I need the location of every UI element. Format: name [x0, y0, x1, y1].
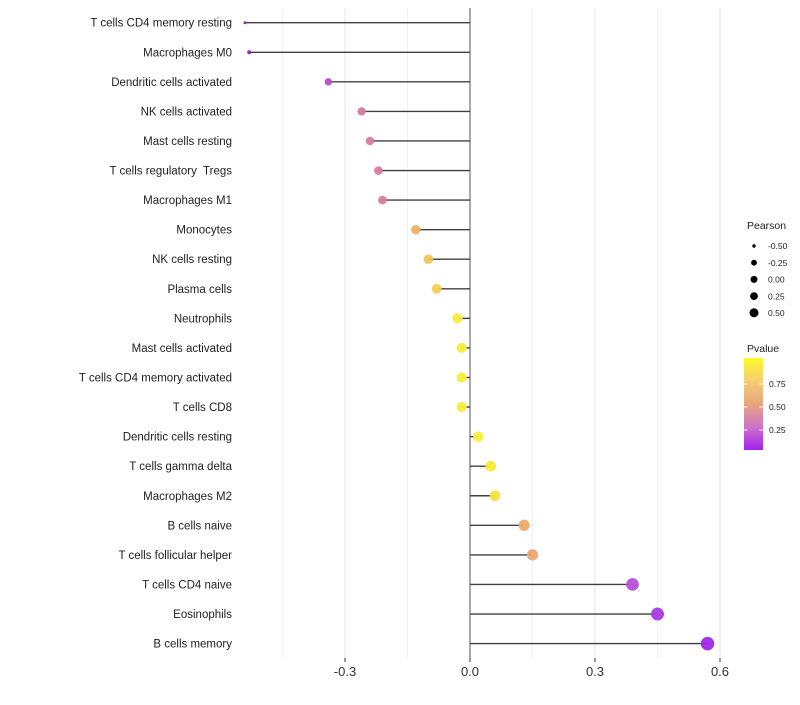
legend-pearson-size-items: -0.50 -0.25 0.00 0.25 0.50	[749, 241, 788, 318]
legend-size-dot	[750, 292, 758, 300]
legend: Pearson -0.50 -0.25 0.00 0.25 0.50 Pvalue 0.…	[744, 220, 788, 450]
cell-type-label: Mast cells resting	[143, 136, 232, 148]
lollipop-dot	[489, 490, 501, 502]
legend-pearson-title: Pearson	[747, 220, 786, 232]
lollipop-dot	[700, 636, 715, 651]
cell-type-label: Plasma cells	[167, 284, 232, 296]
x-tick-label: 0.0	[461, 664, 479, 679]
cell-type-label: T cells CD8	[173, 402, 232, 414]
lollipop-dot	[243, 21, 247, 25]
lollipop-dot	[423, 254, 434, 265]
cell-type-label: B cells naive	[167, 520, 232, 532]
lollipop-dot	[456, 342, 467, 354]
x-tick-label: -0.3	[334, 664, 356, 679]
pvalue-gradient-bar	[744, 358, 763, 450]
legend-size-label: 0.00	[768, 275, 785, 285]
x-tick-label: 0.3	[586, 664, 604, 679]
lollipop-dot	[411, 224, 421, 235]
cell-type-label: T cells gamma delta	[129, 461, 232, 473]
cell-type-label: Macrophages M2	[143, 491, 232, 503]
legend-size-dot	[749, 308, 759, 318]
cell-type-label: Monocytes	[176, 225, 232, 237]
x-axis: -0.3 0.0 0.3 0.6	[334, 658, 729, 679]
lollipop-dot	[452, 313, 463, 324]
lollipop-dot	[247, 50, 252, 55]
cell-type-label: Mast cells activated	[132, 343, 232, 355]
cell-type-label: T cells CD4 naive	[142, 579, 232, 591]
cell-type-label: Dendritic cells activated	[111, 77, 232, 89]
lollipop-dot	[518, 519, 530, 531]
cell-type-label: Macrophages M1	[143, 195, 232, 207]
pvalue-tick-label: 0.25	[769, 425, 786, 435]
cell-type-label: B cells memory	[153, 639, 232, 651]
lollipop-dot	[626, 578, 639, 591]
lollipop-dot	[473, 431, 484, 442]
pvalue-tick-label: 0.75	[769, 379, 786, 389]
legend-size-dot	[752, 244, 756, 248]
legend-size-label: 0.25	[768, 291, 785, 301]
grid-lines	[281, 8, 721, 658]
cell-type-label: T cells CD4 memory resting	[90, 18, 232, 30]
legend-pvalue-ticks: 0.75 0.50 0.25	[744, 379, 786, 435]
lollipop-dot	[324, 78, 333, 86]
lollipop-dot	[485, 460, 497, 472]
cell-type-label: T cells regulatory Tregs	[109, 166, 232, 178]
x-tick-label: 0.6	[711, 664, 729, 679]
cell-type-label: T cells CD4 memory activated	[79, 372, 232, 384]
cell-type-label: NK cells resting	[152, 254, 232, 266]
lollipop-dot	[456, 401, 467, 413]
legend-size-label: 0.50	[768, 308, 785, 318]
lollipop-dot	[357, 107, 366, 116]
lollipop-dot	[456, 372, 467, 383]
cell-type-label: Dendritic cells resting	[123, 432, 232, 444]
legend-size-dot	[751, 259, 757, 266]
legend-size-label: -0.50	[768, 241, 788, 251]
lollipop-dot	[431, 283, 442, 294]
pvalue-tick-label: 0.50	[769, 402, 786, 412]
lollipop-dot	[365, 136, 375, 146]
lollipop-dot	[651, 607, 664, 621]
cell-type-label: Neutrophils	[174, 313, 232, 325]
legend-size-label: -0.25	[768, 258, 788, 268]
lollipop-rows	[243, 21, 715, 651]
lollipop-dot	[378, 195, 387, 205]
y-axis-labels: T cells CD4 memory resting Macrophages M0…	[79, 18, 233, 651]
legend-pvalue-title: Pvalue	[747, 343, 779, 355]
cell-type-label: Eosinophils	[173, 609, 232, 621]
legend-size-dot	[750, 275, 758, 283]
cell-type-label: Macrophages M0	[143, 47, 232, 59]
cell-type-label: NK cells activated	[141, 106, 232, 118]
lollipop-dot	[526, 549, 539, 561]
lollipop-dot	[374, 166, 383, 175]
cell-type-label: T cells follicular helper	[118, 550, 232, 562]
